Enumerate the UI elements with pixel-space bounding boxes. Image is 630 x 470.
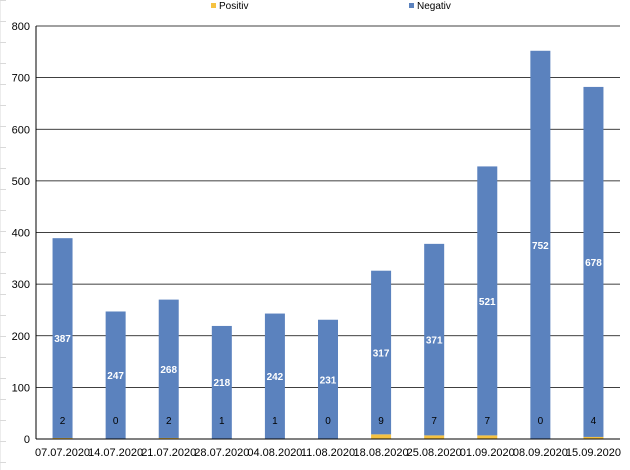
legend-label-positiv: Positiv xyxy=(219,1,248,12)
bar-positiv-2 xyxy=(158,437,179,439)
data-label-positiv-1: 0 xyxy=(113,416,119,427)
x-tick-label-7: 25.08.2020 xyxy=(407,447,462,459)
data-label-positiv-6: 9 xyxy=(378,416,384,427)
bar-negativ-5 xyxy=(318,319,338,439)
bar-positiv-6 xyxy=(371,434,392,439)
data-label-positiv-9: 0 xyxy=(538,416,544,427)
data-label-negativ-6: 317 xyxy=(373,349,390,360)
bar-negativ-8 xyxy=(477,166,498,436)
bar-negativ-2 xyxy=(158,299,179,438)
x-tick-label-8: 01.09.2020 xyxy=(460,447,515,459)
y-tick-label-400: 400 xyxy=(12,228,30,240)
y-axis-tick-labels: 0 100 200 300 400 500 600 700 800 xyxy=(12,21,30,446)
bar-negativ-3 xyxy=(211,325,232,439)
data-label-negativ-0: 387 xyxy=(54,334,71,345)
y-tick-label-0: 0 xyxy=(24,434,30,446)
bar-negativ-10 xyxy=(583,86,604,437)
bar-negativ-1 xyxy=(105,311,126,439)
data-label-positiv-2: 2 xyxy=(166,416,172,427)
y-tick-label-300: 300 xyxy=(12,279,30,291)
y-tick-label-700: 700 xyxy=(12,73,30,85)
x-tick-label-6: 18.08.2020 xyxy=(354,447,409,459)
x-tick-label-10: 15.09.2020 xyxy=(566,447,621,459)
bar-positiv-10 xyxy=(583,436,604,439)
x-tick-label-3: 28.07.2020 xyxy=(194,447,249,459)
data-label-positiv-5: 0 xyxy=(325,416,331,427)
data-label-positiv-8: 7 xyxy=(484,416,490,427)
data-label-positiv-10: 4 xyxy=(591,416,597,427)
x-tick-label-9: 08.09.2020 xyxy=(513,447,568,459)
x-tick-label-5: 11.08.2020 xyxy=(301,447,355,459)
data-label-negativ-5: 231 xyxy=(320,375,337,386)
data-label-negativ-7: 371 xyxy=(426,336,443,347)
legend: Positiv Negativ xyxy=(211,1,451,12)
x-axis-tick-labels: 07.07.202014.07.202021.07.202028.07.2020… xyxy=(35,447,621,459)
y-tick-label-200: 200 xyxy=(12,331,30,343)
bar-positiv-8 xyxy=(477,435,498,439)
data-label-positiv-0: 2 xyxy=(60,416,66,427)
y-tick-label-500: 500 xyxy=(12,176,30,188)
bar-negativ-6 xyxy=(371,270,392,435)
bar-positiv-7 xyxy=(424,435,445,439)
data-label-negativ-10: 678 xyxy=(585,258,602,269)
x-tick-label-2: 21.07.2020 xyxy=(141,447,196,459)
data-label-positiv-3: 1 xyxy=(219,416,225,427)
bar-negativ-7 xyxy=(424,243,445,436)
data-labels: 387 2 247 0 268 2 218 1 242 1 231 0 317 9 371 7 521 7 752 0… xyxy=(54,241,602,427)
bar-negativ-9 xyxy=(530,50,551,439)
bar-negativ-0 xyxy=(52,238,73,438)
data-label-negativ-8: 521 xyxy=(479,297,496,308)
data-label-negativ-2: 268 xyxy=(160,365,177,376)
data-label-positiv-4: 1 xyxy=(272,416,278,427)
y-tick-label-600: 600 xyxy=(12,124,30,136)
sheet-background-grid xyxy=(0,0,6,470)
y-tick-label-800: 800 xyxy=(12,21,30,33)
legend-swatch-negativ xyxy=(409,3,414,8)
bars xyxy=(52,50,604,439)
data-label-negativ-9: 752 xyxy=(532,241,549,252)
bar-negativ-4 xyxy=(264,313,285,439)
legend-label-negativ: Negativ xyxy=(417,1,451,12)
legend-swatch-positiv xyxy=(211,3,216,8)
x-tick-label-4: 04.08.2020 xyxy=(247,447,302,459)
data-label-negativ-1: 247 xyxy=(107,371,124,382)
x-tick-label-0: 07.07.2020 xyxy=(35,447,90,459)
data-label-negativ-3: 218 xyxy=(213,378,230,389)
x-tick-label-1: 14.07.2020 xyxy=(88,447,143,459)
data-label-positiv-7: 7 xyxy=(431,416,437,427)
bar-positiv-0 xyxy=(52,437,73,439)
data-label-negativ-4: 242 xyxy=(267,372,284,383)
y-tick-label-100: 100 xyxy=(12,382,30,394)
